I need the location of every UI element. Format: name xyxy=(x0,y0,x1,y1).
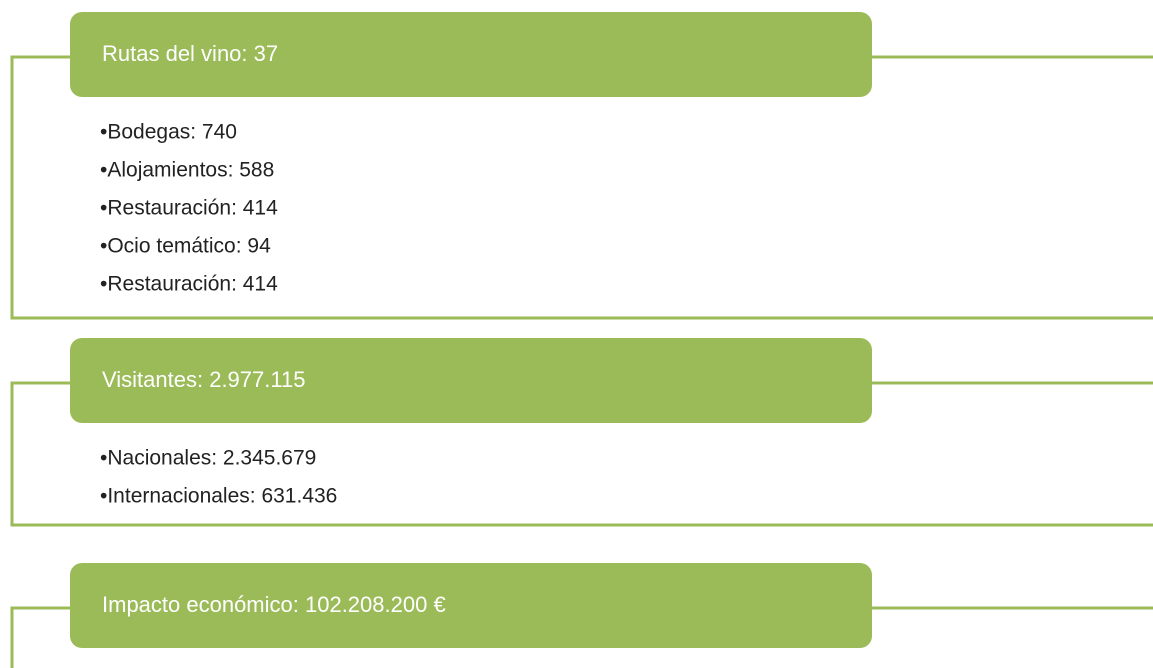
section-item: •Alojamientos: 588 xyxy=(100,159,274,182)
section-item: •Restauración: 414 xyxy=(100,197,278,220)
bracket-line xyxy=(10,55,1153,320)
section-title: Impacto económico: 102.208.200 € xyxy=(102,592,446,617)
section-header xyxy=(70,338,872,423)
bracket-line xyxy=(10,381,1153,527)
bracket-line xyxy=(10,606,70,668)
section-item: •Nacionales: 2.345.679 xyxy=(100,447,316,470)
section-title: Rutas del vino: 37 xyxy=(102,41,278,66)
section-item: •Bodegas: 740 xyxy=(100,121,237,144)
section-header xyxy=(70,12,872,97)
section-item: •Ocio temático: 94 xyxy=(100,235,271,258)
section-item: •Restauración: 414 xyxy=(100,273,278,296)
section-item: •Internacionales: 631.436 xyxy=(100,485,337,508)
section-header xyxy=(70,563,872,648)
section-title: Visitantes: 2.977.115 xyxy=(102,367,305,392)
